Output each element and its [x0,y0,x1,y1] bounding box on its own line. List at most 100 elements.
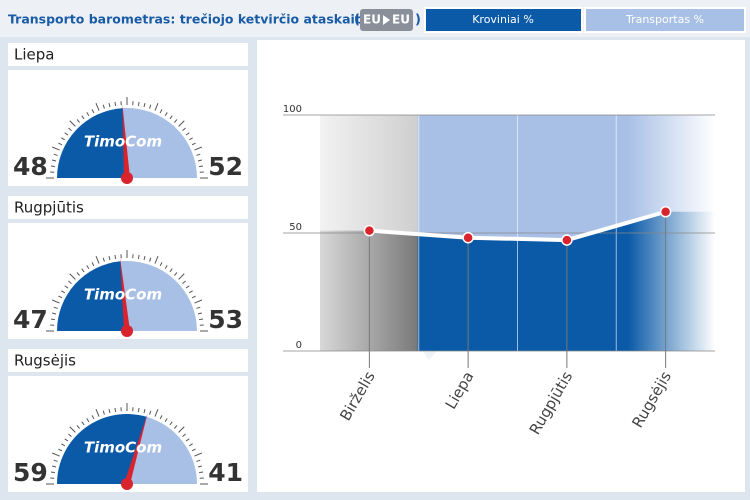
gauge-tick [169,268,173,273]
gauge-tick [108,409,111,414]
gauge-tick [194,146,203,151]
gauge-tick [143,256,146,261]
gauge-tick [58,295,63,299]
gauge-tick [194,452,203,457]
tab[interactable] [424,7,583,33]
gauge-left-value: 47 [13,305,48,334]
gauge-tick [53,459,58,462]
tab-label[interactable]: Transportas % [625,13,704,26]
gauge-tick [199,471,204,474]
gauge-tick [50,471,55,474]
gauge-tick [61,290,66,294]
line [369,209,667,243]
gauge-tick [154,255,159,264]
gauge-tick [69,273,76,280]
gauge-tick [53,153,58,156]
gauge-tick [50,318,55,321]
gauge-tick [69,426,76,433]
gauge-tick [52,312,57,315]
gauge-tick [76,425,80,429]
gauge-tick [164,112,168,117]
gauge-brand: TimoCom [84,133,162,151]
gauge-tick [95,102,100,111]
point [363,224,376,237]
region-arrow [383,15,390,25]
gauge-left [57,261,127,331]
gauge-tick [76,119,80,123]
gauge-tick [178,120,185,127]
gauge-tick [86,112,90,117]
tab-label[interactable]: Kroviniai % [472,13,534,26]
gauge-tick [76,272,80,276]
gauge-tick [182,127,186,131]
month-label: Rugsėjis [14,352,76,370]
gauge-tick [159,262,163,267]
gauge-right-value: 52 [208,152,243,181]
gauge-tick [114,407,117,412]
gauge-tick [86,418,90,423]
gauge-left [57,108,127,178]
gauge-brand: TimoCom [84,439,162,457]
month-label: Liepa [14,46,54,64]
month-box [8,43,248,66]
tab[interactable] [584,7,746,33]
gauge-hub [121,325,133,337]
gauge-tick [114,101,117,106]
gauge-needle [122,104,130,179]
gauge-tick [81,421,85,426]
region-to: EU [392,13,410,27]
gauge-tick [95,408,100,417]
gauge-tick [108,256,111,261]
gauge-tick [51,146,60,151]
gauge-tick [191,295,196,299]
gauge-tick [174,119,178,123]
gauge-tick [143,103,146,108]
gauge-right [120,261,197,331]
gauge-tick [53,306,58,309]
gauge-tick [137,101,140,106]
gauge-tick [52,465,57,468]
paren: ( [354,13,360,28]
gauge-brand: TimoCom [84,286,162,304]
gauge-right-value: 53 [208,305,243,334]
gauge-tick [51,452,60,457]
gauge-tick [164,265,168,270]
gauge-tick [191,448,196,452]
gauge-needle [120,257,130,332]
gauge-tick [61,443,66,447]
gauge-tick [188,290,193,294]
point [659,206,672,218]
gauge-tick [50,165,55,168]
gauge-tick [91,109,95,114]
gauge-tick [68,127,72,131]
gauge-left-value: 59 [13,458,48,487]
gauge-tick [64,438,69,442]
gauge-tick [159,415,163,420]
gauge-tick [143,409,146,414]
gauge-tick [199,318,204,321]
gauge-tick [137,407,140,412]
gauge-tick [64,285,69,289]
month-box [8,196,248,219]
gauge-right [127,416,197,484]
gauge-tick [102,104,105,109]
gauge-tick [102,257,105,262]
gauge-tick [69,120,76,127]
gauge-tick [149,257,152,262]
gauge-tick [81,115,85,120]
gauge-tick [196,153,201,156]
gauge-tick [159,109,163,114]
gauge-tick [68,280,72,284]
paren: ) [415,13,421,28]
gauge-tick [199,165,204,168]
gauge-hub [121,172,133,184]
gauge-tick [61,137,66,141]
gauge-tick [95,255,100,264]
gauge-tick [174,425,178,429]
gauge-tick [154,102,159,111]
gauge-tick [91,415,95,420]
gauge-tick [91,262,95,267]
region-from: EU [363,13,381,27]
gauge-tick [196,306,201,309]
area-extension [320,230,370,351]
